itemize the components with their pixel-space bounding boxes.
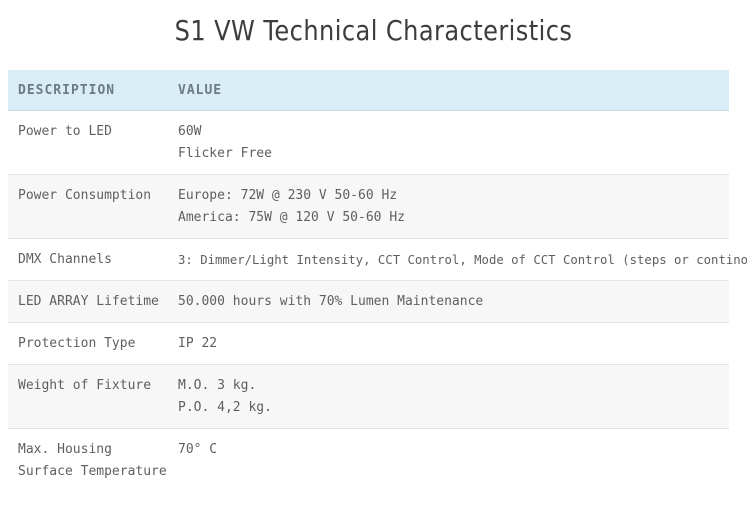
row-value: M.O. 3 kg. P.O. 4,2 kg. (169, 364, 729, 429)
row-value: 60W Flicker Free (169, 110, 729, 175)
row-value: IP 22 (169, 322, 729, 365)
table-row: Power Consumption Europe: 72W @ 230 V 50… (8, 174, 729, 239)
row-label: Power Consumption (8, 174, 169, 239)
row-label: LED ARRAY Lifetime (8, 280, 169, 323)
value-line: 50.000 hours with 70% Lumen Maintenance (178, 294, 484, 309)
row-value: Europe: 72W @ 230 V 50-60 Hz America: 75… (169, 174, 729, 239)
table-header-row: DESCRIPTION VALUE (8, 70, 729, 111)
row-label: Weight of Fixture (8, 364, 169, 429)
table-row: Weight of Fixture M.O. 3 kg. P.O. 4,2 kg… (8, 364, 729, 429)
row-value: 3: Dimmer/Light Intensity, CCT Control, … (169, 238, 747, 281)
value-line: 70° C (178, 442, 218, 457)
page-title: S1 VW Technical Characteristics (174, 14, 573, 47)
value-line: America: 75W @ 120 V 50-60 Hz (178, 210, 405, 225)
value-line: Flicker Free (178, 146, 272, 161)
value-line: 60W (178, 124, 202, 139)
row-value: 70° C (169, 429, 729, 493)
table-row: LED ARRAY Lifetime 50.000 hours with 70%… (8, 280, 729, 323)
table-row: DMX Channels 3: Dimmer/Light Intensity, … (8, 238, 747, 281)
value-line: Europe: 72W @ 230 V 50-60 Hz (178, 188, 398, 203)
row-value: 50.000 hours with 70% Lumen Maintenance (169, 280, 729, 323)
specifications-table: DESCRIPTION VALUE Power to LED 60W Flick… (8, 70, 747, 493)
table-row: Max. Housing Surface Temperature 70° C (8, 429, 729, 493)
table-row: Power to LED 60W Flicker Free (8, 110, 729, 175)
table-row: Protection Type IP 22 (8, 322, 729, 365)
row-label: Max. Housing Surface Temperature (18, 442, 167, 479)
value-line: 3: Dimmer/Light Intensity, CCT Control, … (178, 253, 747, 267)
row-label: Power to LED (8, 110, 169, 175)
row-label: Protection Type (8, 322, 169, 365)
row-label: DMX Channels (8, 238, 169, 281)
column-header-value: VALUE (169, 70, 729, 111)
value-line: M.O. 3 kg. (178, 378, 257, 393)
value-line: IP 22 (178, 336, 218, 351)
column-header-description: DESCRIPTION (8, 70, 169, 111)
value-line: P.O. 4,2 kg. (178, 400, 272, 415)
